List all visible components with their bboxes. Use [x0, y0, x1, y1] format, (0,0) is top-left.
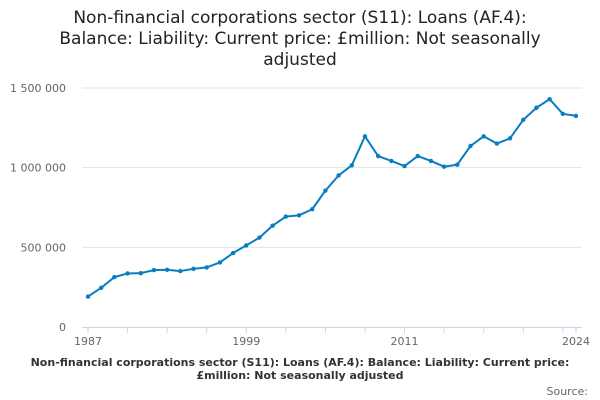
data-point: [402, 163, 407, 169]
data-point: [323, 188, 328, 193]
data-point: [164, 267, 170, 272]
data-point: [151, 267, 157, 273]
data-point: [428, 158, 434, 164]
data-point: [85, 294, 91, 299]
y-tick-label: 500 000: [21, 241, 67, 254]
y-tick-label: 0: [59, 321, 66, 334]
data-point: [415, 153, 420, 159]
x-tick-label: 2024: [562, 335, 590, 348]
data-point: [138, 270, 143, 276]
data-point: [178, 268, 183, 274]
data-point: [468, 143, 473, 149]
data-point: [521, 117, 526, 123]
data-point: [296, 213, 302, 218]
x-tick-label: 2011: [391, 335, 419, 348]
series-line: [87, 98, 577, 298]
y-tick-label: 1 500 000: [10, 82, 66, 95]
data-point: [217, 260, 223, 265]
data-point: [310, 207, 315, 212]
data-point: [560, 111, 566, 117]
chart-title: Non-financial corporations sector (S11):…: [59, 8, 541, 70]
data-point: [375, 153, 381, 159]
data-point: [494, 141, 500, 146]
data-point: [349, 163, 354, 168]
x-tick-label: 1999: [232, 335, 260, 348]
data-point: [507, 136, 513, 141]
data-point: [573, 113, 579, 119]
chart-caption: Non-financial corporations sector (S11):…: [30, 356, 570, 382]
y-tick-label: 1 000 000: [10, 162, 66, 175]
x-tick-label: 1987: [74, 335, 102, 348]
data-point: [204, 265, 209, 270]
source-label: Source:: [546, 385, 589, 398]
data-point: [244, 243, 249, 248]
data-point: [257, 235, 262, 240]
data-point: [270, 223, 275, 228]
data-point: [481, 134, 486, 139]
data-point: [191, 266, 196, 272]
data-point: [98, 285, 104, 291]
data-point: [455, 162, 460, 167]
data-point: [534, 105, 539, 110]
data-point: [283, 214, 289, 219]
data-point: [389, 158, 394, 164]
data-point: [547, 96, 552, 102]
data-point: [336, 173, 341, 178]
data-point: [230, 250, 236, 256]
data-point: [125, 271, 130, 276]
data-point: [112, 274, 117, 280]
data-point: [362, 134, 368, 139]
data-point: [441, 164, 447, 169]
